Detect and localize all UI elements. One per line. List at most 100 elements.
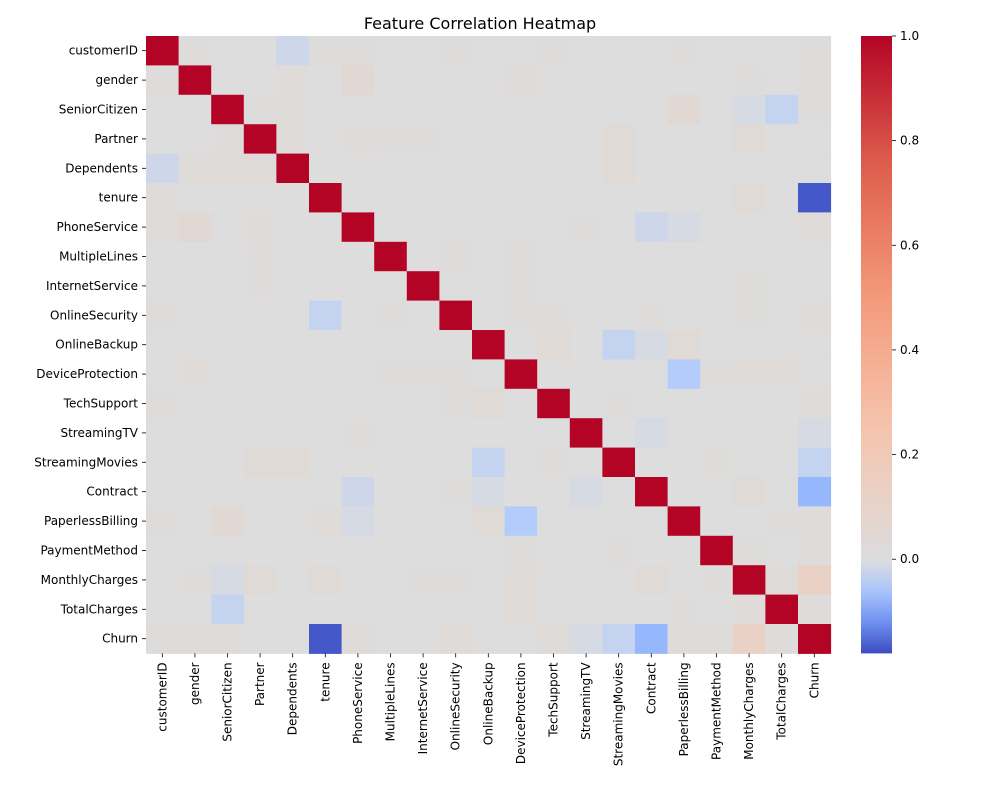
heatmap-cell — [406, 624, 440, 654]
y-tick-label: Dependents — [65, 161, 138, 175]
heatmap-cell — [798, 359, 832, 390]
heatmap-cell — [374, 212, 408, 243]
heatmap-cell — [798, 594, 832, 625]
heatmap-cell — [439, 565, 473, 596]
heatmap-cell — [309, 477, 343, 507]
heatmap-cell — [667, 388, 701, 419]
heatmap-cell — [569, 65, 603, 96]
heatmap-cell — [341, 271, 375, 302]
heatmap-cell — [700, 565, 734, 596]
heatmap-cell — [635, 359, 669, 390]
heatmap-cell — [472, 447, 506, 478]
heatmap-cell — [700, 506, 734, 537]
heatmap-cell — [276, 388, 310, 419]
colorbar-tick-label: 1.0 — [900, 29, 919, 43]
heatmap-cell — [341, 330, 375, 360]
heatmap-cell — [374, 418, 408, 449]
heatmap-cell — [765, 271, 799, 302]
heatmap-cell — [309, 300, 343, 331]
heatmap-cell — [178, 447, 212, 478]
heatmap-cell — [178, 36, 212, 66]
heatmap-cell — [439, 124, 473, 155]
y-tick-label: Contract — [86, 485, 138, 499]
heatmap-cell — [537, 241, 571, 272]
heatmap-cell — [439, 594, 473, 625]
heatmap-cell — [341, 565, 375, 596]
heatmap-cell — [602, 241, 636, 272]
heatmap-cell — [798, 506, 832, 537]
heatmap-cell — [732, 271, 766, 302]
heatmap-cell — [504, 241, 538, 272]
heatmap-cell — [569, 535, 603, 566]
heatmap-cell — [276, 65, 310, 96]
heatmap-cell — [602, 212, 636, 243]
y-tick-label: TotalCharges — [60, 602, 138, 616]
heatmap-cell — [309, 330, 343, 360]
heatmap-cell — [569, 418, 603, 449]
heatmap-cell — [439, 418, 473, 449]
heatmap-cell — [504, 624, 538, 654]
heatmap-cell — [439, 65, 473, 96]
heatmap-cell — [472, 183, 506, 213]
x-tick-label: Contract — [644, 662, 658, 714]
heatmap-cell — [667, 183, 701, 213]
heatmap-cell — [146, 594, 180, 625]
heatmap-cell — [537, 212, 571, 243]
heatmap-cell — [504, 447, 538, 478]
heatmap-cell — [537, 594, 571, 625]
heatmap-cell — [635, 447, 669, 478]
heatmap-cell — [439, 300, 473, 331]
heatmap-cell — [798, 300, 832, 331]
heatmap-cell — [178, 506, 212, 537]
heatmap-cell — [700, 477, 734, 507]
heatmap-cell — [406, 359, 440, 390]
heatmap-cell — [276, 183, 310, 213]
heatmap-cell — [406, 271, 440, 302]
heatmap-cell — [700, 535, 734, 566]
heatmap-cell — [243, 418, 277, 449]
heatmap-cell — [211, 212, 245, 243]
heatmap-cell — [472, 300, 506, 331]
heatmap-cell — [439, 183, 473, 213]
heatmap-cell — [700, 388, 734, 419]
heatmap-cell — [146, 271, 180, 302]
heatmap-cell — [635, 241, 669, 272]
y-tick-label: TechSupport — [63, 397, 139, 411]
heatmap-cell — [146, 300, 180, 331]
heatmap-cell — [178, 65, 212, 96]
heatmap-cell — [341, 388, 375, 419]
heatmap-cell — [602, 624, 636, 654]
heatmap-cell — [211, 535, 245, 566]
heatmap-cell — [667, 447, 701, 478]
heatmap-cell — [635, 36, 669, 66]
heatmap-cell — [667, 506, 701, 537]
heatmap-cell — [765, 65, 799, 96]
heatmap-cell — [569, 447, 603, 478]
heatmap-cell — [765, 300, 799, 331]
heatmap-cell — [276, 624, 310, 654]
heatmap-cell — [635, 212, 669, 243]
x-tick-label: StreamingMovies — [612, 662, 626, 766]
heatmap-cell — [374, 241, 408, 272]
heatmap-cell — [504, 418, 538, 449]
heatmap-cell — [406, 183, 440, 213]
heatmap-cell — [276, 594, 310, 625]
heatmap-cell — [472, 94, 506, 125]
heatmap-cell — [732, 65, 766, 96]
x-tick-label: TechSupport — [547, 662, 561, 738]
heatmap-cell — [178, 212, 212, 243]
heatmap-cell — [569, 359, 603, 390]
heatmap-cell — [635, 65, 669, 96]
heatmap-cell — [700, 183, 734, 213]
heatmap-cell — [798, 447, 832, 478]
heatmap-cell — [504, 65, 538, 96]
heatmap-cell — [602, 506, 636, 537]
heatmap-cell — [439, 153, 473, 184]
heatmap-cell — [341, 212, 375, 243]
heatmap-cell — [341, 183, 375, 213]
heatmap-cell — [504, 153, 538, 184]
heatmap-cell — [243, 183, 277, 213]
heatmap-cell — [537, 36, 571, 66]
colorbar-tick-label: 0.4 — [900, 343, 919, 357]
x-tick-label: tenure — [318, 662, 332, 701]
